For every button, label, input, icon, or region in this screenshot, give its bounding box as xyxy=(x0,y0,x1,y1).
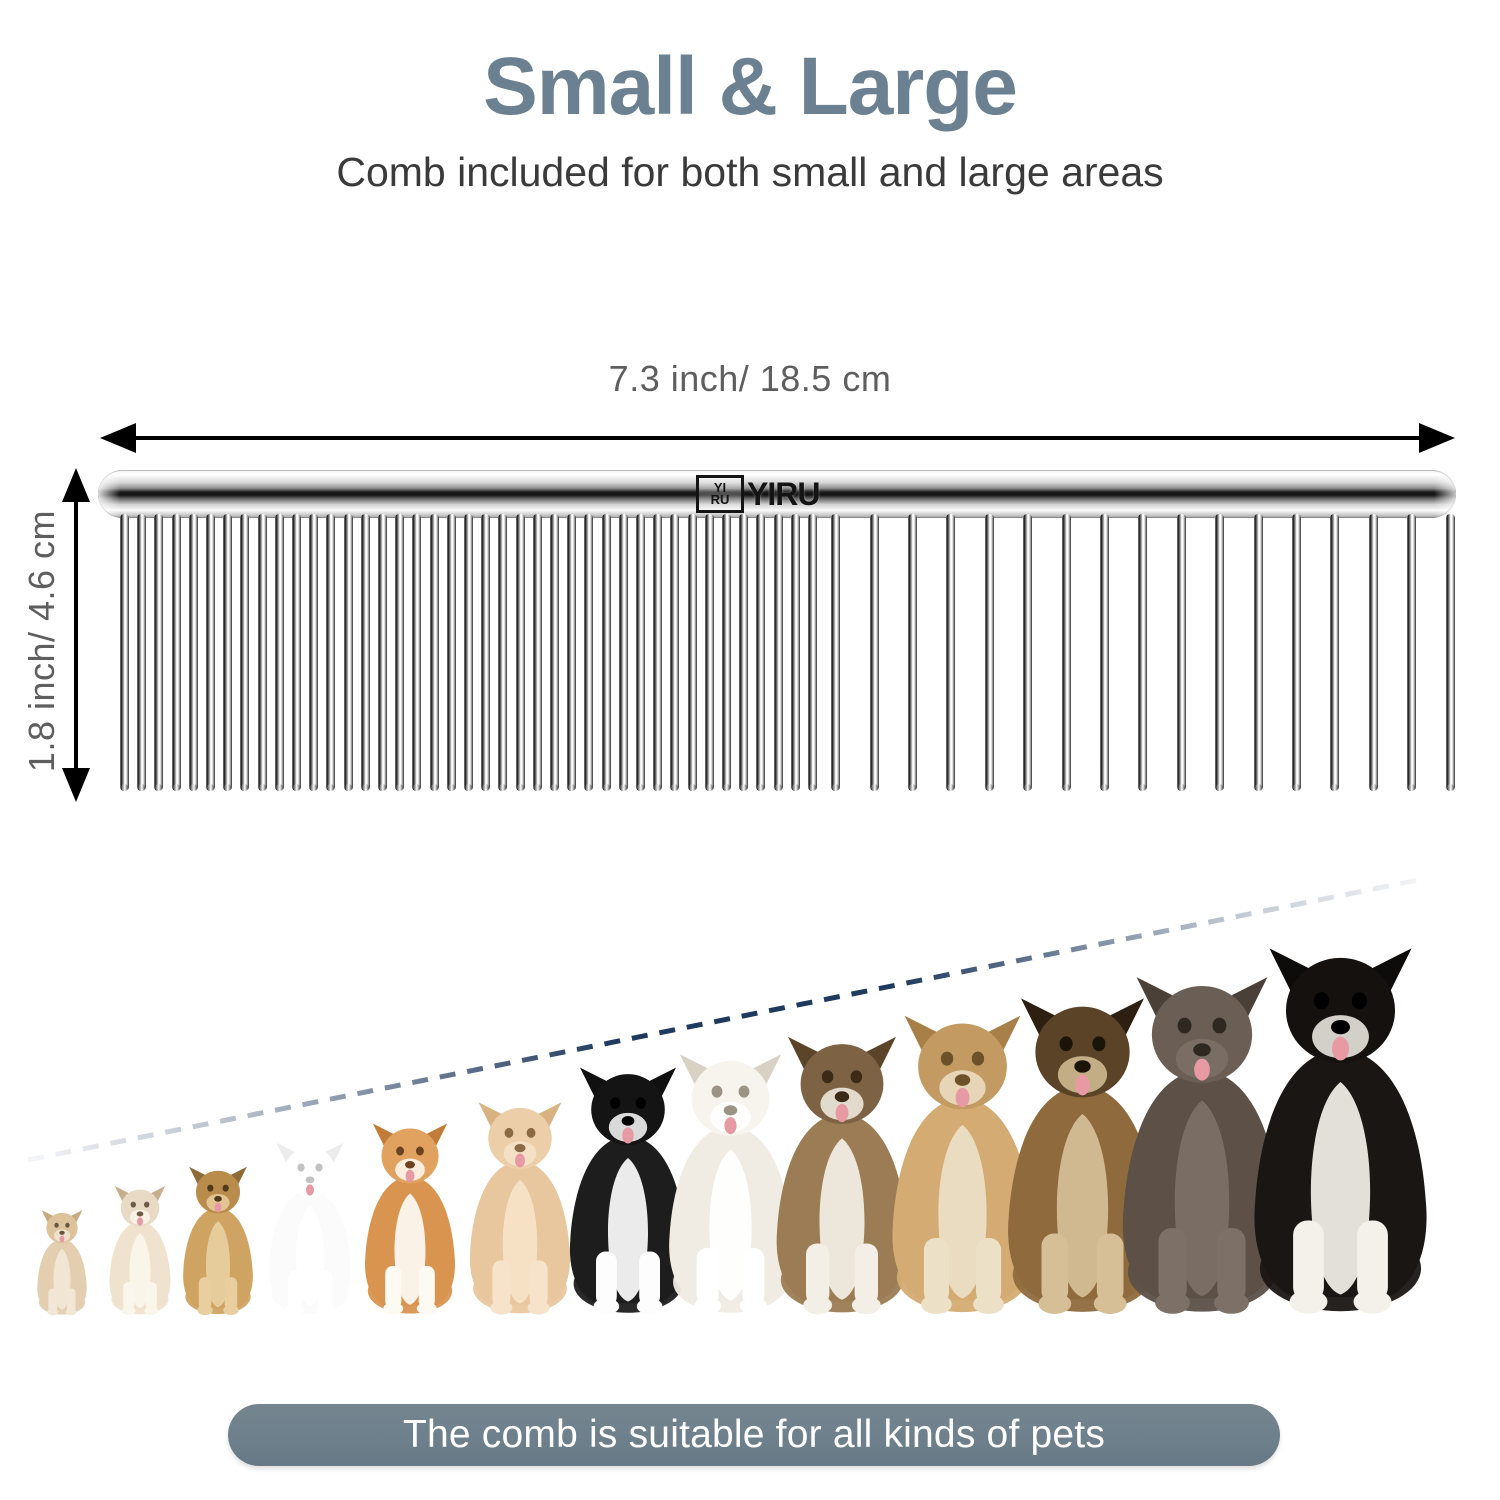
comb-tooth-fine xyxy=(343,514,353,791)
comb-tooth-coarse xyxy=(1100,514,1109,791)
comb-tooth-coarse xyxy=(946,514,956,791)
comb-tooth-fine xyxy=(257,514,267,791)
comb-tooth-fine xyxy=(670,514,680,791)
comb-tooth-fine xyxy=(292,514,301,791)
brand-mark-line-2: RU xyxy=(710,492,730,507)
comb-tooth-fine xyxy=(464,514,473,791)
brand-wordmark: YIRU xyxy=(747,475,820,512)
comb-tooth-fine xyxy=(773,514,783,791)
comb-tooth-coarse xyxy=(1253,514,1263,791)
dog-chihuahua xyxy=(28,1206,96,1316)
comb-spine-left-cap xyxy=(98,470,124,518)
brand-mark-line-1: YI xyxy=(713,480,727,496)
dog-shih-tzu xyxy=(98,1181,182,1316)
comb-tooth-coarse xyxy=(1176,514,1186,791)
comb-tooth-fine xyxy=(550,514,559,791)
dog-landseer-newfoundland xyxy=(1222,934,1459,1316)
dog-german-shepherd xyxy=(980,986,1185,1316)
bottom-caption-text: The comb is suitable for all kinds of pe… xyxy=(402,1413,1106,1456)
comb-spine-right-cap xyxy=(1430,470,1456,518)
comb-tooth-fine xyxy=(395,514,405,791)
comb-tooth-fine xyxy=(756,514,766,791)
dog-shetland-sheepdog xyxy=(752,1026,932,1316)
comb-tooth-fine xyxy=(274,514,284,791)
comb-tooth-fine xyxy=(429,514,439,791)
comb-tooth-fine xyxy=(120,514,129,791)
comb-tooth-coarse xyxy=(1445,514,1455,791)
dog-border-collie xyxy=(548,1058,708,1316)
dog-akita xyxy=(646,1044,815,1316)
comb-spine xyxy=(98,470,1456,518)
width-dimension-arrow-icon xyxy=(100,423,1455,453)
comb-tooth-fine xyxy=(584,514,594,791)
comb-tooth-coarse xyxy=(908,514,917,791)
header-block: Small & Large Comb included for both sma… xyxy=(0,0,1500,195)
comb-tooth-fine xyxy=(223,514,233,791)
brand-logo-mark-icon: YI RU xyxy=(696,475,744,513)
comb-tooth-fine xyxy=(446,514,456,791)
pet-size-lineup xyxy=(0,860,1500,1330)
brand-logo: YI RU YIRU xyxy=(696,475,820,513)
comb-tooth-coarse xyxy=(831,514,841,791)
comb-tooth-fine xyxy=(515,514,525,791)
comb-tooth-coarse xyxy=(1368,514,1378,791)
dog-apricot-poodle xyxy=(451,1094,589,1316)
page-subtitle: Comb included for both small and large a… xyxy=(336,149,1164,195)
comb-tooth-fine xyxy=(240,514,250,791)
comb-tooth-fine xyxy=(618,514,628,791)
comb-tooth-fine xyxy=(137,514,147,791)
comb-tooth-fine xyxy=(498,514,508,791)
comb-tooth-fine xyxy=(653,514,663,791)
comb-tooth-fine xyxy=(154,514,164,791)
comb-tooth-fine xyxy=(326,514,336,791)
dog-american-eskimo xyxy=(254,1136,366,1316)
comb-tooth-coarse xyxy=(1330,514,1340,791)
comb-tooth-fine xyxy=(790,514,800,791)
dog-breed-row xyxy=(0,896,1500,1316)
comb-tooth-coarse xyxy=(1292,514,1301,791)
comb-tooth-fine xyxy=(532,514,542,791)
comb-teeth-group xyxy=(98,514,1456,795)
height-dimension-label: 1.8 inch/ 4.6 cm xyxy=(21,509,62,773)
comb-tooth-fine xyxy=(378,514,387,791)
dog-standard-poodle xyxy=(1093,964,1311,1316)
page-title: Small & Large xyxy=(483,41,1018,132)
comb-tooth-fine xyxy=(636,514,645,791)
comb-tooth-fine xyxy=(687,514,697,791)
comb-tooth-coarse xyxy=(869,514,879,791)
comb-tooth-fine xyxy=(739,514,749,791)
comb-tooth-coarse xyxy=(1138,514,1148,791)
comb-tooth-fine xyxy=(412,514,422,791)
comb-tooth-coarse xyxy=(1023,514,1033,791)
comb-tooth-fine xyxy=(206,514,215,791)
comb-tooth-fine xyxy=(722,514,731,791)
comb-tooth-fine xyxy=(481,514,491,791)
dog-corgi xyxy=(348,1116,472,1316)
comb-tooth-fine xyxy=(188,514,198,791)
comb-tooth-fine xyxy=(309,514,319,791)
comb-tooth-fine xyxy=(704,514,714,791)
comb-tooth-coarse xyxy=(1061,514,1071,791)
comb-tooth-fine xyxy=(808,514,817,791)
comb-tooth-fine xyxy=(567,514,577,791)
width-dimension-label: 7.3 inch/ 18.5 cm xyxy=(608,358,892,399)
dog-yorkshire-terrier xyxy=(170,1161,266,1316)
height-dimension-arrow-icon xyxy=(62,468,90,802)
grooming-comb-product-image: YI RU YIRU xyxy=(98,470,1456,795)
comb-tooth-fine xyxy=(601,514,611,791)
comb-tooth-fine xyxy=(360,514,370,791)
comb-tooth-coarse xyxy=(1407,514,1417,791)
bottom-caption-banner: The comb is suitable for all kinds of pe… xyxy=(228,1404,1280,1466)
dog-afghan-hound xyxy=(866,1004,1059,1316)
comb-tooth-fine xyxy=(171,514,181,791)
comb-tooth-coarse xyxy=(984,514,994,791)
comb-tooth-coarse xyxy=(1215,514,1225,791)
